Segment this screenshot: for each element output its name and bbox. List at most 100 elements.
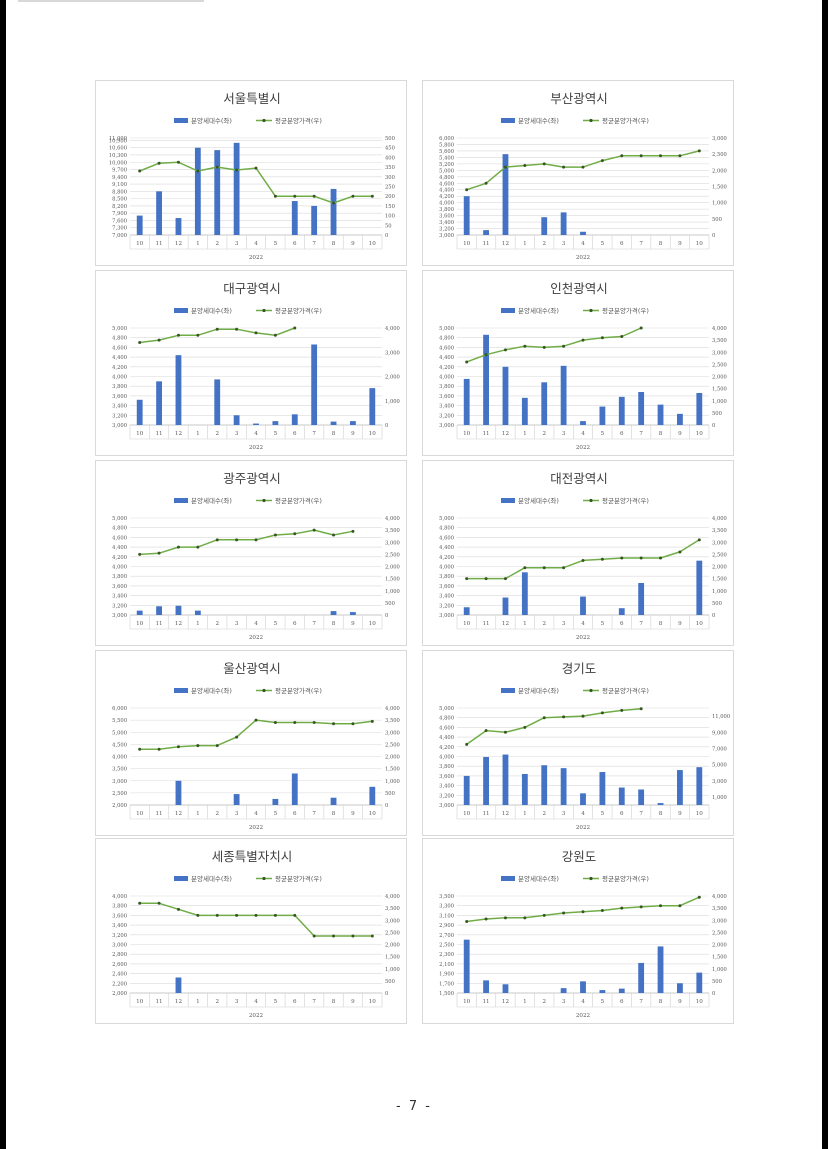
- chart-panel: 울산광역시 분양세대수(좌) 평균분양가격(우) 2,000 2,500 3,000 3,5…: [95, 650, 407, 836]
- left-axis-tick: 3,000: [439, 613, 454, 619]
- left-axis-tick: 3,600: [112, 584, 127, 590]
- bar: [502, 366, 509, 425]
- right-axis-tick: 2,500: [712, 362, 727, 368]
- right-axis-tick: 11,000: [712, 714, 730, 720]
- legend-bar-label: 분양세대수(좌): [518, 874, 559, 883]
- x-axis-year: 2022: [576, 825, 591, 831]
- x-axis-tick: 12: [175, 811, 183, 817]
- left-axis-tick: 6,000: [112, 706, 127, 712]
- price-line-marker: [293, 532, 297, 536]
- right-axis-tick: 1,000: [385, 589, 400, 595]
- x-axis-tick: 12: [502, 999, 510, 1005]
- price-line-marker: [503, 730, 507, 734]
- price-line-marker: [523, 725, 527, 729]
- x-axis-tick: 6: [293, 621, 297, 627]
- bar: [463, 775, 470, 805]
- chart-panel: 광주광역시 분양세대수(좌) 평균분양가격(우) 3,000 3,200 3,400 3,6…: [95, 460, 407, 646]
- left-axis-tick: 2,200: [112, 981, 127, 987]
- left-axis-tick: 2,500: [112, 791, 127, 797]
- price-line-marker: [351, 194, 355, 198]
- x-axis-tick: 11: [156, 241, 163, 247]
- left-axis-tick: 3,800: [439, 764, 454, 770]
- price-line-marker: [503, 348, 507, 352]
- price-line-marker: [215, 913, 219, 917]
- bar: [330, 188, 337, 235]
- left-axis-tick: 3,600: [439, 394, 454, 400]
- bar: [483, 230, 489, 235]
- left-axis-tick: 4,200: [112, 365, 127, 371]
- right-axis-tick: 0: [712, 991, 715, 997]
- price-line-marker: [562, 715, 566, 719]
- bar: [311, 205, 318, 235]
- price-line-marker: [138, 901, 142, 905]
- x-axis-tick: 1: [523, 431, 527, 437]
- right-axis-tick: 3,000: [385, 730, 400, 736]
- left-axis-tick: 4,800: [439, 175, 454, 181]
- chart-panel: 인천광역시 분양세대수(좌) 평균분양가격(우) 3,000 3,200 3,400 3,6…: [422, 270, 734, 456]
- x-axis-tick: 8: [332, 621, 336, 627]
- bar: [599, 772, 606, 805]
- right-axis-tick: 4,000: [712, 516, 727, 522]
- right-axis-tick: 4,000: [385, 894, 400, 900]
- right-axis-tick: 500: [712, 411, 722, 417]
- x-axis-tick: 2: [542, 621, 546, 627]
- x-axis-tick: 8: [332, 241, 336, 247]
- left-axis-tick: 5,000: [112, 326, 127, 332]
- x-axis-tick: 10: [136, 241, 144, 247]
- chart-title: 서울특별시: [223, 91, 281, 106]
- bar: [350, 612, 356, 615]
- legend-bar-swatch: [501, 118, 515, 123]
- left-axis-tick: 4,600: [439, 181, 454, 187]
- right-axis-tick: 2,500: [385, 552, 400, 558]
- price-line: [466, 708, 642, 746]
- chart-panel: 대전광역시 분양세대수(좌) 평균분양가격(우) 3,000 3,200 3,400 3,6…: [422, 460, 734, 646]
- bar: [521, 572, 528, 615]
- bar: [580, 421, 586, 425]
- x-axis-tick: 4: [581, 811, 585, 817]
- x-axis-tick: 1: [523, 811, 527, 817]
- right-axis-tick: 3,000: [385, 350, 400, 356]
- price-line-marker: [542, 913, 546, 917]
- x-axis-tick: 10: [463, 999, 471, 1005]
- price-line-marker: [542, 566, 546, 570]
- price-line-marker: [600, 711, 604, 715]
- bar: [560, 365, 567, 425]
- left-axis-tick: 4,000: [112, 565, 127, 571]
- chart-title: 부산광역시: [550, 91, 608, 106]
- x-axis-tick: 4: [254, 621, 258, 627]
- bar: [599, 990, 606, 993]
- x-axis-year: 2022: [576, 635, 591, 641]
- price-line-marker: [620, 556, 624, 560]
- left-axis-tick: 5,500: [112, 718, 127, 724]
- left-axis-tick: 7,900: [112, 211, 127, 217]
- bar: [638, 392, 645, 425]
- price-line-marker: [370, 194, 374, 198]
- left-axis-tick: 3,000: [112, 779, 127, 785]
- right-axis-tick: 0: [712, 613, 715, 619]
- x-axis-tick: 8: [659, 811, 663, 817]
- x-axis-year: 2022: [249, 255, 264, 261]
- x-axis-tick: 10: [369, 431, 377, 437]
- left-axis-tick: 5,000: [439, 706, 454, 712]
- price-line-marker: [138, 341, 142, 345]
- price-line-marker: [254, 718, 258, 722]
- price-line-marker: [503, 916, 507, 920]
- left-axis-tick: 5,000: [439, 168, 454, 174]
- left-axis-tick: 3,000: [439, 803, 454, 809]
- right-axis-tick: 3,000: [712, 779, 727, 785]
- price-line-marker: [273, 333, 277, 337]
- right-axis-tick: 1,000: [712, 201, 727, 207]
- bar: [657, 946, 664, 993]
- right-axis-tick: 0: [712, 233, 715, 239]
- left-axis-tick: 3,200: [439, 603, 454, 609]
- left-axis-tick: 3,600: [439, 214, 454, 220]
- bar: [618, 787, 625, 805]
- chart-panel: 부산광역시 분양세대수(좌) 평균분양가격(우) 3,000 3,200 3,400 3,6…: [422, 80, 734, 266]
- price-line-marker: [697, 538, 701, 542]
- price-line-marker: [581, 910, 585, 914]
- chart-legend: 분양세대수(좌) 평균분양가격(우): [174, 306, 322, 315]
- price-line-marker: [484, 181, 488, 185]
- chart-title: 광주광역시: [223, 471, 281, 486]
- price-line-marker: [176, 545, 180, 549]
